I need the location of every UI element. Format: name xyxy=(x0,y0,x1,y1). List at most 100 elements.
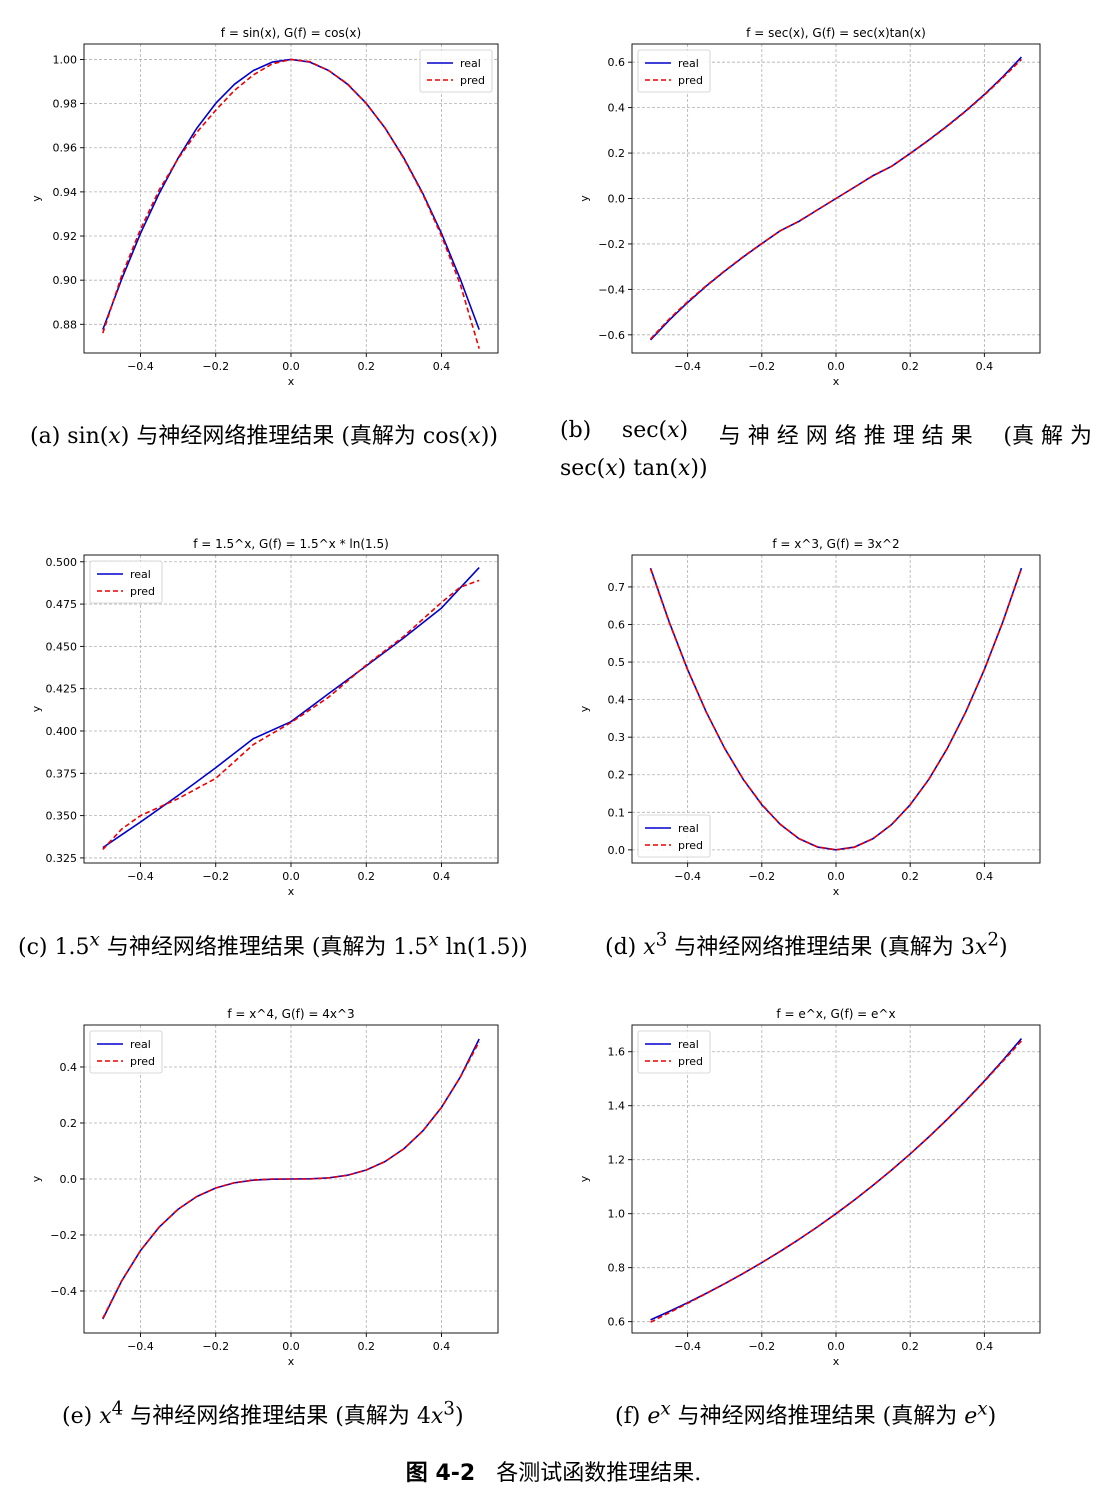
y-tick-label: −0.2 xyxy=(598,238,625,251)
legend-label-real: real xyxy=(678,57,699,70)
x-tick-label: −0.4 xyxy=(674,1340,701,1353)
y-tick-label: 0.5 xyxy=(608,656,626,669)
chart-title: f = e^x, G(f) = e^x xyxy=(776,1007,895,1021)
y-tick-label: 0.325 xyxy=(46,852,78,865)
y-tick-label: −0.4 xyxy=(598,283,625,296)
x-tick-label: 0.2 xyxy=(901,870,919,883)
y-tick-label: 0.0 xyxy=(608,193,626,206)
caption-b-line1: (b) sec(x) 与 神 经 网 络 推 理 结 果 (真 解 为 xyxy=(560,418,1092,450)
x-tick-label: 0.2 xyxy=(901,1340,919,1353)
x-tick-label: 0.0 xyxy=(827,1340,845,1353)
y-tick-label: 0.92 xyxy=(53,230,78,243)
y-tick-label: 0.2 xyxy=(60,1117,78,1130)
x-tick-label: −0.2 xyxy=(202,870,229,883)
legend: real pred xyxy=(419,49,493,93)
y-tick-label: 0.475 xyxy=(46,598,78,611)
caption-b-text: 与 神 经 网 络 推 理 结 果 xyxy=(718,424,973,449)
legend-label-pred: pred xyxy=(678,74,703,87)
series-pred-line xyxy=(102,1041,480,1319)
y-tick-label: 1.00 xyxy=(53,53,78,66)
chart-title: f = sin(x), G(f) = cos(x) xyxy=(221,26,361,40)
y-axis-label: y xyxy=(30,1175,43,1182)
legend-label-real: real xyxy=(130,568,151,581)
x-tick-label: −0.2 xyxy=(748,360,775,373)
x-tick-label: 0.0 xyxy=(282,1340,300,1353)
y-tick-label: 1.0 xyxy=(608,1208,626,1221)
y-tick-label: −0.4 xyxy=(50,1285,77,1298)
y-axis-label: y xyxy=(578,195,591,202)
y-tick-label: 0.0 xyxy=(608,844,626,857)
y-axis-label: y xyxy=(30,195,43,202)
x-tick-label: 0.4 xyxy=(976,870,994,883)
chart-a-svg: −0.4 −0.2 0.0 0.2 0.4 0.88 0.90 0.92 0.94 0.96 0.9… xyxy=(30,26,499,388)
caption-b-paren: (真 解 为 xyxy=(1003,424,1092,449)
y-tick-label: −0.2 xyxy=(50,1229,77,1242)
y-tick-label: 0.500 xyxy=(46,556,78,569)
x-axis-label: x xyxy=(288,885,295,898)
legend: real pred xyxy=(89,1030,163,1074)
y-tick-label: 0.8 xyxy=(608,1262,626,1275)
caption-a: (a) sin(x) 与神经网络推理结果 (真解为 cos(x)) xyxy=(30,424,498,449)
legend-label-real: real xyxy=(130,1038,151,1051)
x-tick-label: −0.4 xyxy=(674,870,701,883)
y-tick-label: 0.375 xyxy=(46,767,78,780)
x-tick-label: 0.4 xyxy=(433,870,451,883)
x-tick-label: −0.2 xyxy=(202,360,229,373)
x-tick-label: 0.0 xyxy=(827,360,845,373)
x-axis-label: x xyxy=(288,375,295,388)
x-tick-label: 0.2 xyxy=(358,1340,376,1353)
chart-b: −0.4 −0.2 0.0 0.2 0.4 −0.6 −0.4 −0.2 0.0 0.2 0.4 0.… xyxy=(553,0,1107,395)
caption-c: (c) 1.5x 与神经网络推理结果 (真解为 1.5x ln(1.5)) xyxy=(18,929,528,960)
y-tick-label: 0.88 xyxy=(53,318,78,331)
y-tick-label: 0.1 xyxy=(608,806,626,819)
x-axis-label: x xyxy=(833,1355,840,1368)
caption-d: (d) x3 与神经网络推理结果 (真解为 3x2) xyxy=(605,929,1008,960)
x-tick-label: −0.2 xyxy=(202,1340,229,1353)
x-tick-label: −0.4 xyxy=(127,1340,154,1353)
y-axis-label: y xyxy=(578,705,591,712)
y-tick-label: 0.2 xyxy=(608,769,626,782)
x-tick-label: −0.4 xyxy=(674,360,701,373)
y-tick-label: −0.6 xyxy=(598,329,625,342)
figure-caption: 图 4-2 各测试函数推理结果. xyxy=(0,1455,1107,1487)
series-pred-line xyxy=(650,1040,1023,1323)
chart-title: f = sec(x), G(f) = sec(x)tan(x) xyxy=(746,26,926,40)
x-tick-label: 0.0 xyxy=(282,360,300,373)
x-axis-label: x xyxy=(288,1355,295,1368)
chart-f: −0.4 −0.2 0.0 0.2 0.4 0.6 0.8 1.0 1.2 1.4 1.6 f = e… xyxy=(553,980,1107,1375)
x-tick-label: 0.4 xyxy=(976,1340,994,1353)
chart-a: −0.4 −0.2 0.0 0.2 0.4 0.88 0.90 0.92 0.94 0.96 0.9… xyxy=(0,0,553,395)
y-tick-label: 0.96 xyxy=(53,142,78,155)
x-tick-label: 0.4 xyxy=(433,1340,451,1353)
chart-e-svg: −0.4 −0.2 0.0 0.2 0.4 −0.4 −0.2 0.0 0.2 0.4 f = x^… xyxy=(30,1007,499,1368)
legend-label-pred: pred xyxy=(130,585,155,598)
legend: real pred xyxy=(89,560,163,604)
x-tick-label: −0.4 xyxy=(127,360,154,373)
y-tick-label: 0.6 xyxy=(608,56,626,69)
x-axis-label: x xyxy=(833,885,840,898)
y-axis-label: y xyxy=(578,1175,591,1182)
y-tick-label: 0.3 xyxy=(608,731,626,744)
chart-title: f = x^3, G(f) = 3x^2 xyxy=(772,537,899,551)
caption-f: (f) ex 与神经网络推理结果 (真解为 ex) xyxy=(615,1398,997,1429)
legend-label-pred: pred xyxy=(678,839,703,852)
y-tick-label: 0.7 xyxy=(608,581,626,594)
chart-c-svg: −0.4 −0.2 0.0 0.2 0.4 0.325 0.350 0.375 0.400 0.4… xyxy=(30,537,499,898)
caption-b-function: sec(x) xyxy=(621,418,689,443)
legend-label-real: real xyxy=(460,57,481,70)
y-tick-label: 0.4 xyxy=(608,102,626,115)
series-real-line xyxy=(102,566,480,849)
figure-caption-text: 各测试函数推理结果. xyxy=(496,1461,702,1486)
legend-label-real: real xyxy=(678,1038,699,1051)
legend-label-pred: pred xyxy=(678,1055,703,1068)
chart-title: f = 1.5^x, G(f) = 1.5^x * ln(1.5) xyxy=(193,537,389,551)
y-axis-label: y xyxy=(30,705,43,712)
y-tick-label: 0.0 xyxy=(60,1173,78,1186)
x-tick-label: −0.2 xyxy=(748,870,775,883)
chart-b-svg: −0.4 −0.2 0.0 0.2 0.4 −0.6 −0.4 −0.2 0.0 0.2 0.4 0.… xyxy=(578,26,1041,388)
chart-title: f = x^4, G(f) = 4x^3 xyxy=(227,1007,354,1021)
legend: real pred xyxy=(637,814,711,858)
legend-label-pred: pred xyxy=(460,74,485,87)
y-tick-label: 0.94 xyxy=(53,186,78,199)
y-tick-label: 0.400 xyxy=(46,725,78,738)
